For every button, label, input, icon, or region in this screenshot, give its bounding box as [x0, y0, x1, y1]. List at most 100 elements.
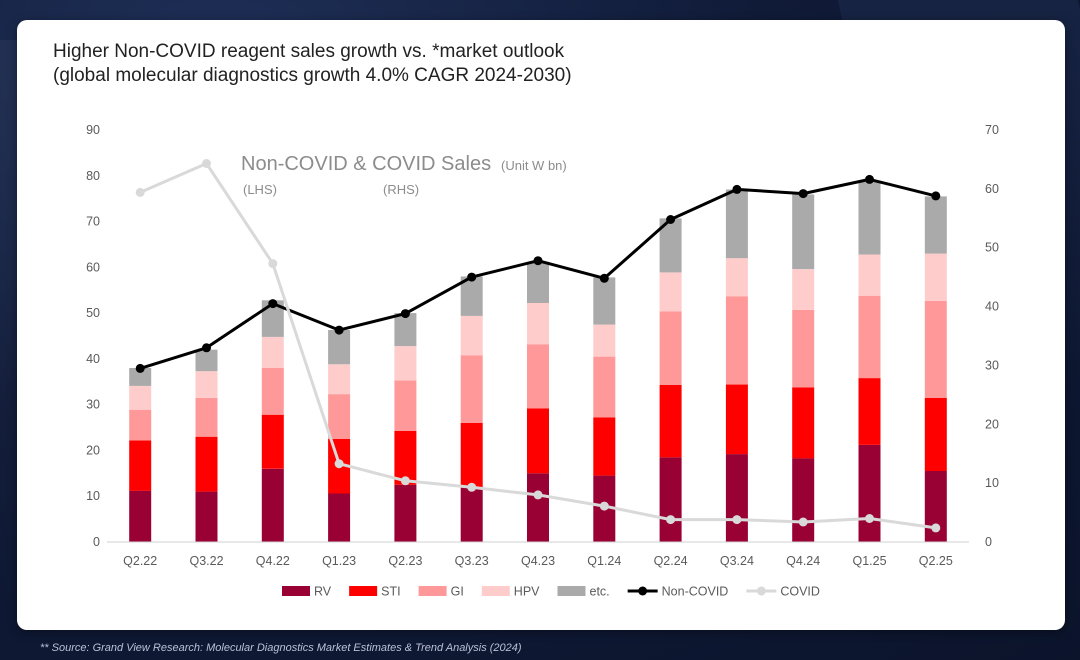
bar-rv-q3-23: [460, 488, 483, 542]
legend-label-sti: STI: [381, 585, 400, 599]
legend-swatch-gi: [418, 586, 447, 596]
point-covid-q1-23: [334, 459, 344, 469]
point-non-covid-q4-24: [798, 189, 808, 199]
legend-item-gi: GI: [418, 585, 464, 599]
bar-gi-q2-25: [924, 300, 947, 398]
bar-sti-q4-23: [527, 408, 549, 474]
legend-marker-non-covid: [638, 586, 648, 596]
bar-etc-q2-25: [924, 196, 947, 254]
bar-etc-q1-24: [593, 277, 616, 325]
point-non-covid-q1-24: [599, 273, 609, 283]
bar-hpv-q3-22: [195, 371, 218, 398]
bar-etc-q2-22: [129, 368, 152, 386]
point-non-covid-q4-23: [533, 256, 543, 266]
y-left-tick-label: 70: [86, 215, 100, 229]
x-tick-label: Q1.24: [587, 554, 621, 568]
bar-hpv-q1-24: [593, 324, 616, 357]
point-covid-q1-24: [599, 501, 609, 511]
chart-card: Higher Non-COVID reagent sales growth vs…: [17, 20, 1065, 630]
chart-rhs-label: (RHS): [383, 182, 419, 197]
y-left-tick-label: 40: [86, 352, 100, 366]
legend-label-rv: RV: [314, 585, 332, 599]
chart-lhs-label: (LHS): [243, 182, 277, 197]
bar-hpv-q4-23: [527, 303, 549, 345]
legend-item-hpv: HPV: [481, 585, 540, 599]
bar-rv-q2-25: [924, 471, 947, 542]
bar-etc-q4-22: [261, 300, 284, 337]
point-non-covid-q3-22: [202, 343, 211, 353]
slide-title: Higher Non-COVID reagent sales growth vs…: [53, 40, 1013, 88]
point-covid-q1-25: [865, 514, 874, 523]
bar-sti-q3-22: [195, 436, 218, 492]
legend-swatch-rv: [282, 586, 310, 596]
y-right-tick-label: 40: [985, 300, 999, 314]
legend-marker-covid: [756, 586, 766, 596]
bar-gi-q1-25: [858, 295, 881, 379]
point-non-covid-q2-22: [135, 363, 145, 373]
chart-title: Non-COVID & COVID Sales: [241, 153, 491, 175]
bar-gi-q3-24: [725, 296, 748, 385]
x-tick-label: Q4.24: [786, 554, 820, 568]
legend-label-etc-: etc.: [590, 585, 610, 599]
point-covid-q3-23: [467, 482, 477, 492]
legend-label-non-covid: Non-COVID: [662, 585, 729, 599]
legend-label-covid: COVID: [780, 585, 820, 599]
y-right-tick-label: 0: [985, 535, 992, 549]
bar-rv-q3-24: [725, 454, 748, 542]
y-right-tick-label: 10: [985, 476, 999, 490]
bar-rv-q2-24: [659, 457, 682, 542]
point-non-covid-q3-24: [732, 184, 742, 194]
x-tick-label: Q3.24: [720, 554, 754, 568]
point-covid-q4-22: [268, 259, 278, 269]
bar-gi-q2-23: [394, 380, 417, 431]
point-covid-q2-24: [666, 515, 676, 525]
source-footnote: ** Source: Grand View Research: Molecula…: [40, 642, 522, 654]
y-right-tick-label: 30: [985, 358, 999, 372]
legend-item-rv: RV: [282, 585, 332, 599]
bar-etc-q2-24: [659, 218, 682, 273]
chart-unit-note: (Unit W bn): [501, 158, 567, 173]
bar-hpv-q4-22: [261, 336, 284, 368]
x-tick-label: Q2.24: [654, 554, 688, 568]
bar-sti-q4-22: [261, 414, 284, 469]
bar-hpv-q1-25: [858, 254, 881, 296]
slide-title-line-1: Higher Non-COVID reagent sales growth vs…: [53, 41, 565, 62]
y-left-tick-label: 20: [86, 443, 100, 457]
bar-sti-q3-24: [725, 384, 748, 455]
bar-hpv-q3-23: [460, 315, 483, 356]
bar-sti-q2-23: [394, 430, 417, 485]
y-right-tick-label: 20: [985, 417, 999, 431]
x-tick-label: Q1.23: [322, 554, 356, 568]
bar-etc-q3-24: [725, 189, 748, 259]
slide-title-line-2: (global molecular diagnostics growth 4.0…: [53, 65, 572, 86]
bar-gi-q3-23: [460, 355, 483, 423]
x-tick-label: Q2.22: [123, 554, 157, 568]
x-tick-label: Q4.22: [256, 554, 290, 568]
legend-item-covid: COVID: [746, 585, 820, 599]
y-right-tick-label: 70: [985, 123, 999, 137]
chart-legend: RV STI GI HPV etc. Non-COVID COVID: [282, 585, 820, 599]
point-covid-q3-24: [732, 515, 742, 525]
bar-gi-q4-22: [261, 368, 284, 415]
bar-sti-q3-23: [460, 423, 483, 488]
y-left-tick-label: 10: [86, 489, 100, 503]
bar-rv-q1-25: [858, 445, 881, 542]
point-non-covid-q2-24: [666, 215, 676, 224]
point-covid-q2-22: [135, 187, 145, 197]
y-right-tick-label: 50: [985, 241, 999, 255]
bar-sti-q2-22: [129, 440, 152, 491]
bar-sti-q1-25: [858, 378, 881, 445]
x-tick-label: Q3.22: [189, 554, 223, 568]
legend-item-non-covid: Non-COVID: [627, 585, 729, 599]
bar-gi-q2-24: [659, 311, 682, 385]
legend-swatch-hpv: [481, 586, 510, 596]
y-left-tick-label: 80: [86, 169, 100, 183]
point-covid-q2-25: [931, 523, 941, 533]
bar-gi-q1-24: [593, 356, 616, 418]
point-covid-q3-22: [202, 159, 211, 168]
bar-gi-q4-23: [527, 344, 549, 409]
x-tick-label: Q4.23: [521, 554, 555, 568]
lines-layer: [135, 159, 941, 533]
bar-etc-q3-22: [195, 349, 218, 372]
y-left-tick-label: 0: [93, 535, 100, 549]
